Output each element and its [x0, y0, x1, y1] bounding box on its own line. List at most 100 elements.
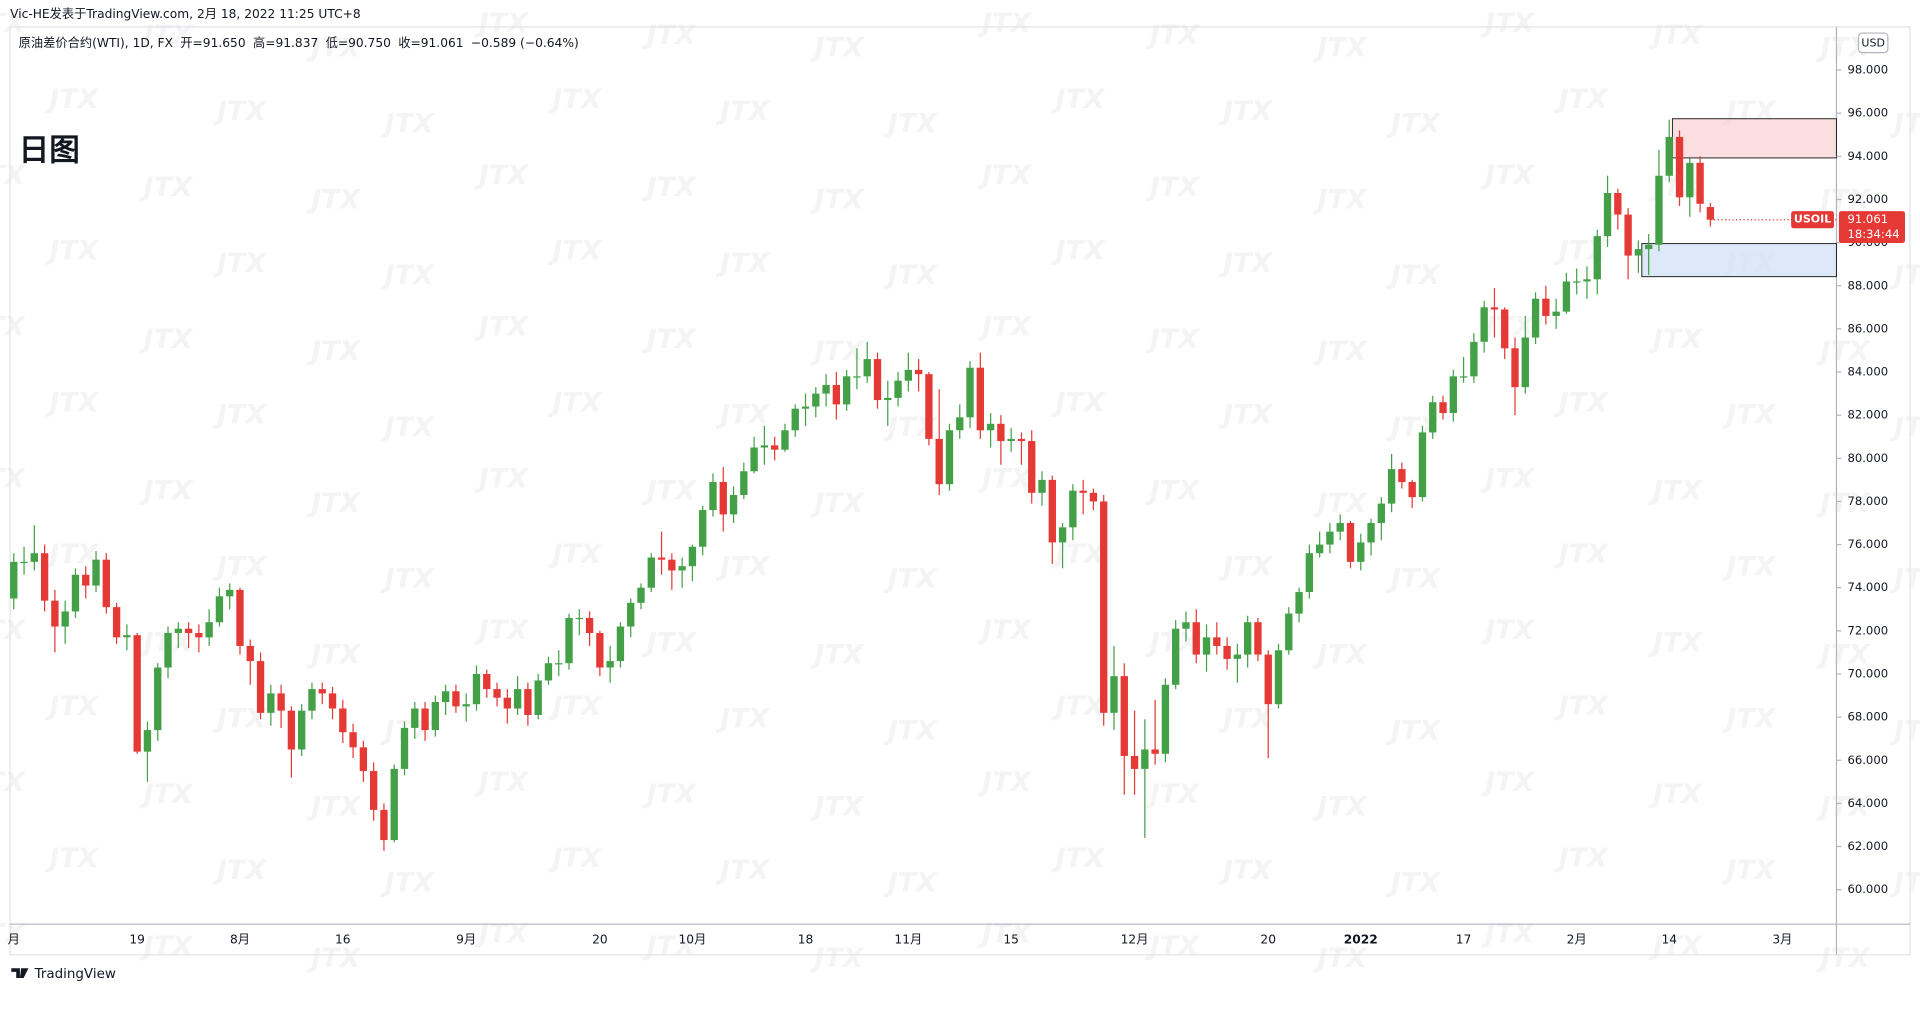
watermark: JTX — [547, 84, 602, 115]
candle-body — [1100, 501, 1108, 713]
watermark: JTX — [380, 108, 435, 139]
watermark: JTX — [1312, 32, 1367, 63]
candle-body — [112, 607, 121, 638]
y-tick-label: 94.000 — [1847, 149, 1888, 163]
candle-body — [236, 589, 244, 646]
demand-zone — [1641, 243, 1837, 278]
candle-body — [298, 710, 306, 750]
watermark: JTX — [977, 615, 1032, 646]
watermark: JTX — [642, 931, 697, 962]
candle-body — [925, 374, 933, 439]
watermarks: JTX JTX JTX JTX JTX JTX JTX JTX JTX JTX JTX JTX JTX J… — [0, 8, 1920, 974]
candle-body — [1531, 298, 1540, 338]
candle-body — [10, 561, 18, 599]
watermark: JTX — [1480, 767, 1535, 798]
candle-body — [195, 633, 203, 638]
candle-body — [1058, 527, 1067, 543]
watermark: JTX — [977, 312, 1032, 343]
watermark: JTX — [1050, 387, 1105, 418]
watermark: JTX — [642, 172, 697, 203]
candle-body — [1315, 544, 1324, 554]
candle-body — [40, 553, 49, 601]
candle-body — [616, 626, 625, 662]
watermark: JTX — [44, 539, 99, 570]
candle-body — [1007, 438, 1015, 442]
watermark: JTX — [977, 160, 1032, 191]
watermark: JTX — [139, 779, 194, 810]
watermark: JTX — [1218, 703, 1273, 734]
candle-body — [822, 384, 830, 394]
watermark: JTX — [883, 108, 938, 139]
candle-body — [493, 689, 501, 698]
candle-body — [709, 482, 717, 511]
candle-body — [555, 663, 563, 665]
watermark: JTX — [306, 488, 361, 519]
candle-body — [1511, 348, 1519, 388]
candle-body — [534, 680, 542, 715]
watermark: JTX — [44, 843, 99, 874]
candle-body — [1408, 482, 1416, 498]
candle-body — [400, 727, 409, 769]
candle-body — [1182, 622, 1190, 629]
watermark: JTX — [1480, 919, 1535, 950]
watermark: JTX — [1554, 843, 1609, 874]
last-price: 91.061 — [1847, 212, 1888, 226]
candle-body — [390, 768, 398, 841]
candle-body — [1490, 307, 1499, 310]
x-tick-label: 17 — [1456, 933, 1472, 947]
candle-body — [894, 380, 902, 398]
watermark: JTX — [642, 324, 697, 355]
watermark: JTX — [474, 767, 529, 798]
watermark: JTX — [1816, 791, 1871, 822]
x-tick-label: 9月 — [456, 933, 476, 947]
candle-body — [791, 408, 799, 431]
watermark: JTX — [139, 20, 194, 51]
legend-item: 收=91.061 — [398, 35, 463, 49]
candle-body — [647, 557, 655, 588]
watermark: JTX — [1480, 8, 1535, 39]
x-tick-label: 12月 — [1121, 933, 1149, 947]
watermark: JTX — [306, 791, 361, 822]
watermark: JTX — [1648, 324, 1703, 355]
candle-body — [781, 430, 789, 450]
frame — [9, 26, 1911, 956]
candle-body — [575, 617, 583, 620]
candle-body — [380, 809, 388, 841]
watermark: JTX — [1721, 855, 1776, 886]
watermark: JTX — [306, 32, 361, 63]
watermark: JTX — [1554, 691, 1609, 722]
watermark: JTX — [1312, 336, 1367, 367]
candle-body — [853, 376, 861, 378]
watermark: JTX — [1050, 84, 1105, 115]
candle-body — [1295, 592, 1303, 614]
legend-item: 开=91.650 — [180, 35, 245, 49]
candle-body — [277, 693, 285, 711]
watermark: JTX — [1816, 184, 1871, 215]
watermark: JTX — [380, 867, 435, 898]
watermark: JTX — [1816, 640, 1871, 671]
x-tick-label: 20 — [592, 933, 608, 947]
candle-body — [1285, 613, 1293, 651]
candle-body — [102, 559, 110, 608]
watermark: JTX — [715, 703, 770, 734]
watermark: JTX — [380, 260, 435, 291]
candle-body — [287, 710, 296, 750]
brand: TradingView — [34, 967, 116, 982]
x-tick-label: 11月 — [894, 933, 922, 947]
candle-body — [719, 482, 727, 515]
y-tick-label: 68.000 — [1847, 710, 1888, 724]
candle-body — [431, 702, 440, 731]
watermark: JTX — [1386, 564, 1441, 595]
candle-body — [1069, 490, 1077, 528]
candle-body — [267, 693, 275, 713]
watermark: JTX — [809, 488, 864, 519]
watermark: JTX — [642, 20, 697, 51]
candle-body — [1110, 676, 1118, 713]
candle-body — [349, 732, 357, 748]
candle-body — [729, 494, 738, 515]
candle-body — [318, 689, 326, 694]
candle-body — [986, 423, 995, 431]
watermark: JTX — [1889, 716, 1920, 747]
watermark: JTX — [0, 463, 26, 494]
watermark: JTX — [715, 96, 770, 127]
